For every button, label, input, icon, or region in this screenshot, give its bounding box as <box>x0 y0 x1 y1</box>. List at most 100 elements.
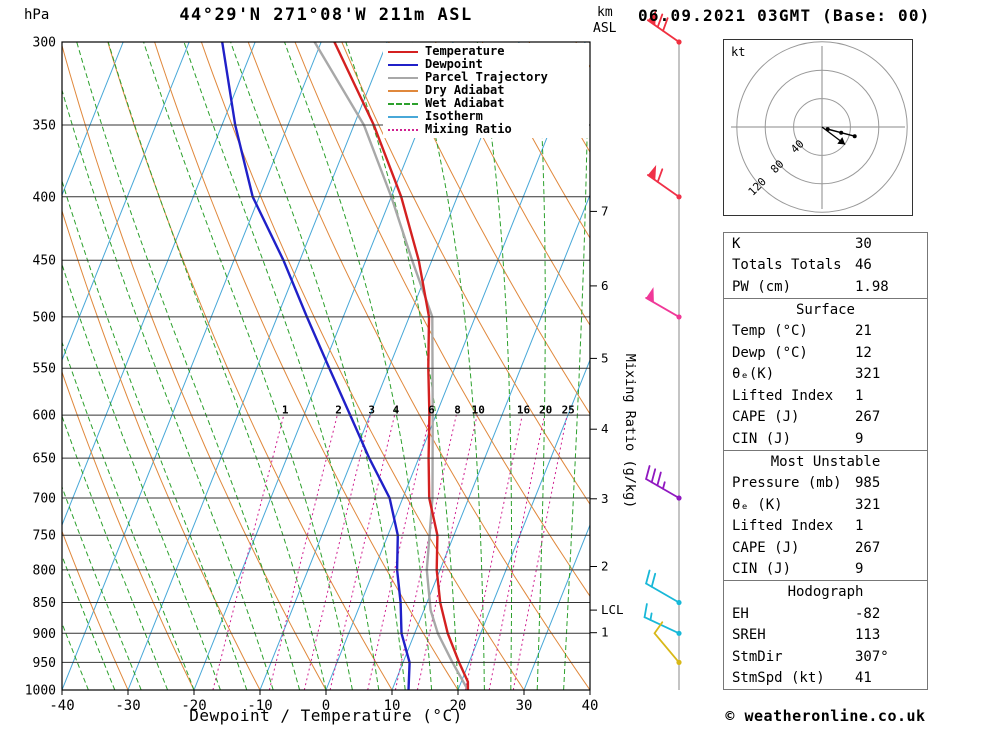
pressure-tick-label: 850 <box>33 596 56 611</box>
stat-row: K 30 <box>724 233 927 255</box>
hodograph-rows: EH -82 SREH 113 StmDir 307° StmSpd (kt) 41 <box>724 603 927 689</box>
stat-row: Dewp (°C) 12 <box>724 342 927 364</box>
wind-barb <box>646 164 682 200</box>
legend-label: Temperature <box>425 44 505 58</box>
pressure-tick-label: 450 <box>33 254 56 269</box>
surface-table-title: Surface <box>795 301 855 318</box>
km-axis-label: km <box>597 5 613 20</box>
stat-row: Totals Totals 46 <box>724 255 927 277</box>
mixing-ratio-label: 25 <box>562 404 575 417</box>
stat-label: Dewp (°C) <box>732 344 808 361</box>
legend-label: Dry Adiabat <box>425 83 505 97</box>
legend-line-sample <box>388 50 418 53</box>
km-tick-label: 2 <box>601 559 609 574</box>
stat-value: 21 <box>855 323 872 340</box>
datetime-title: 06.09.2021 03GMT (Base: 00) <box>638 6 931 25</box>
stat-row: EH -82 <box>724 603 927 625</box>
pressure-tick-label: 350 <box>33 119 56 134</box>
stats-panel: K 30 Totals Totals 46 PW (cm) 1.98 Surface Te… <box>723 232 928 690</box>
stat-value: 267 <box>855 409 881 426</box>
stat-label: Lifted Index <box>732 518 834 535</box>
stat-value: 1 <box>855 387 864 404</box>
stat-label: Totals Totals <box>732 257 842 274</box>
stat-label: EH <box>732 605 749 622</box>
km-tick-label: 1 <box>601 625 609 640</box>
stat-value: 30 <box>855 235 872 252</box>
legend-label: Mixing Ratio <box>425 122 512 136</box>
stat-label: SREH <box>732 627 766 644</box>
mixing-ratio-axis-title: Mixing Ratio (g/kg) <box>622 353 638 509</box>
stat-row: Lifted Index 1 <box>724 516 927 538</box>
stat-label: Lifted Index <box>732 387 834 404</box>
mixing-ratio-label: 2 <box>335 404 342 417</box>
hodo-ring <box>764 69 880 185</box>
hodograph-table-title: Hodograph <box>787 584 864 600</box>
temp-tick-label: -10 <box>247 698 272 714</box>
stat-row: StmSpd (kt) 41 <box>724 668 927 690</box>
stat-value: 12 <box>855 344 872 361</box>
mixing-ratio-label: 1 <box>282 404 289 417</box>
stat-row: StmDir 307° <box>724 646 927 668</box>
stat-label: Temp (°C) <box>732 323 808 340</box>
lcl-label: LCL <box>601 602 624 617</box>
stat-value: 307° <box>855 648 889 665</box>
km-axis-label-asl: ASL <box>593 21 617 36</box>
km-tick-label: 3 <box>601 491 609 506</box>
legend-item: Mixing Ratio <box>388 123 589 136</box>
stat-row: θₑ (K) 321 <box>724 494 927 516</box>
hodo-unit-label: kt <box>731 45 745 59</box>
stat-row: CAPE (J) 267 <box>724 537 927 559</box>
pressure-tick-label: 900 <box>33 627 56 642</box>
most-unstable-rows: Pressure (mb) 985 θₑ (K) 321 Lifted Index 1 CA… <box>724 473 927 581</box>
stat-row: Pressure (mb) 985 <box>724 473 927 495</box>
pressure-tick-label: 300 <box>33 36 56 51</box>
stat-row: CIN (J) 9 <box>724 428 927 450</box>
stat-label: K <box>732 235 741 252</box>
mixing-ratio-label: 4 <box>393 404 400 417</box>
stat-value: 321 <box>855 496 881 513</box>
copyright-link[interactable]: © weatheronline.co.uk <box>725 707 926 725</box>
stat-label: StmSpd (kt) <box>732 670 825 687</box>
km-tick-label: 6 <box>601 278 609 293</box>
legend-label: Parcel Trajectory <box>425 70 548 84</box>
storm-motion-arrowhead <box>837 137 846 145</box>
pressure-tick-label: 500 <box>33 310 56 325</box>
km-tick-label: 4 <box>601 421 609 436</box>
legend-item: Dry Adiabat <box>388 84 589 97</box>
stat-value: 985 <box>855 475 881 492</box>
legend-item: Dewpoint <box>388 58 589 71</box>
hodo-ring <box>736 41 908 213</box>
legend-line-sample <box>388 76 418 79</box>
stat-value: 267 <box>855 539 881 556</box>
stat-row: Temp (°C) 21 <box>724 321 927 343</box>
stat-row: SREH 113 <box>724 625 927 647</box>
skewt-chart: 1 2 3 4 6 8 10 16 20 2530035040045050055060065070… <box>25 10 682 714</box>
pressure-tick-label: 600 <box>33 409 56 424</box>
wind-barb <box>645 569 682 606</box>
legend-line-sample <box>388 89 418 92</box>
temperature-curve <box>333 42 470 690</box>
km-tick-label: 7 <box>601 203 609 218</box>
stat-value: 1.98 <box>855 278 889 295</box>
x-axis-title: Dewpoint / Temperature (°C) <box>189 706 463 725</box>
stat-row: Lifted Index 1 <box>724 385 927 407</box>
most-unstable-table-title: Most Unstable <box>770 453 881 470</box>
stat-value: 46 <box>855 257 872 274</box>
pressure-tick-label: 800 <box>33 563 56 578</box>
stat-row: CAPE (J) 267 <box>724 407 927 429</box>
hodo-ring <box>793 98 851 156</box>
legend-label: Dewpoint <box>425 57 483 71</box>
stat-label: StmDir <box>732 648 783 665</box>
temp-tick-label: 30 <box>516 698 533 714</box>
stat-value: 41 <box>855 670 872 687</box>
stat-row: PW (cm) 1.98 <box>724 276 927 298</box>
legend-line-sample <box>388 115 418 118</box>
indices-rows: K 30 Totals Totals 46 PW (cm) 1.98 <box>724 233 927 298</box>
legend-line-sample <box>388 63 418 66</box>
skewt-plot-area <box>62 42 590 690</box>
pressure-tick-label: 750 <box>33 529 56 544</box>
pressure-tick-label: 700 <box>33 492 56 507</box>
indices-table: K 30 Totals Totals 46 PW (cm) 1.98 <box>723 232 928 299</box>
